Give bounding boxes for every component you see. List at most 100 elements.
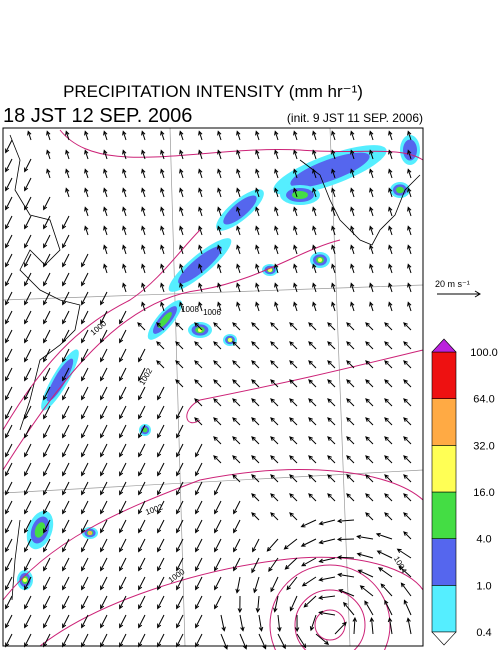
- wind-vector: [122, 168, 127, 179]
- wind-vector: [5, 443, 13, 458]
- wind-vector: [308, 436, 317, 445]
- wind-vector: [289, 493, 298, 502]
- wind-vector: [251, 436, 260, 445]
- wind-vector: [119, 557, 127, 572]
- coast: [11, 519, 21, 601]
- wind-vector: [195, 557, 203, 572]
- wind-vector: [213, 436, 222, 445]
- wind-vector: [119, 348, 127, 363]
- wind-vector: [236, 301, 241, 312]
- wind-vector: [270, 474, 279, 483]
- wind-vector: [160, 282, 165, 293]
- wind-vector: [270, 398, 279, 407]
- wind-vector: [251, 417, 260, 426]
- wind-vector: [312, 149, 317, 160]
- wind-vector: [179, 187, 184, 198]
- wind-vector: [81, 614, 89, 629]
- wind-vector: [84, 225, 89, 236]
- wind-vector: [62, 481, 70, 496]
- wind-vector: [43, 443, 51, 458]
- wind-vector: [103, 149, 108, 160]
- wind-vector: [303, 595, 317, 608]
- wind-vector: [62, 500, 70, 515]
- wind-vector: [141, 187, 146, 198]
- wind-vector: [5, 272, 13, 287]
- wind-vector: [81, 519, 89, 534]
- wind-vector: [62, 557, 70, 572]
- wind-vector: [217, 149, 222, 160]
- wind-vector: [138, 424, 146, 439]
- wind-vector: [198, 168, 203, 179]
- precip-cell: [228, 338, 232, 342]
- wind-vector: [384, 512, 393, 521]
- wind-vector: [308, 341, 317, 350]
- colorbar-bin: [431, 351, 457, 399]
- wind-vector: [293, 130, 298, 141]
- wind-vector: [336, 555, 355, 560]
- wind-vector: [5, 234, 13, 249]
- wind-vector: [62, 519, 70, 534]
- wind-vector: [100, 386, 108, 401]
- wind-vector: [312, 225, 317, 236]
- wind-vector: [270, 322, 279, 331]
- wind-vector: [176, 462, 184, 477]
- wind-vector: [198, 206, 203, 217]
- wind-vector: [294, 614, 300, 633]
- wind-vector: [331, 187, 336, 198]
- wind-vector: [388, 263, 393, 274]
- wind-vector: [318, 595, 336, 600]
- wind-vector: [293, 263, 298, 274]
- wind-vector: [138, 500, 146, 515]
- wind-vector: [81, 367, 89, 382]
- wind-vector: [217, 206, 222, 217]
- wind-vector: [318, 610, 336, 616]
- wind-vector: [407, 225, 412, 236]
- precip-cell: [396, 186, 404, 194]
- wind-vector: [233, 538, 241, 553]
- wind-vector: [376, 550, 393, 559]
- wind-vector: [175, 360, 184, 369]
- wind-vector: [312, 263, 317, 274]
- wind-vector: [213, 341, 222, 350]
- graticule-lines: [2, 127, 424, 647]
- wind-vector: [176, 424, 184, 439]
- wind-vector: [365, 436, 374, 445]
- wind-vector: [346, 322, 355, 331]
- wind-vector: [5, 405, 13, 420]
- wind-vector: [24, 253, 32, 268]
- colorbar-label: 0.4: [476, 627, 491, 639]
- wind-vector: [194, 417, 203, 426]
- wind-vector: [122, 244, 127, 255]
- wind-vector: [138, 367, 146, 382]
- wind-vector: [5, 576, 13, 591]
- precip-cell: [318, 258, 322, 262]
- wind-vector: [141, 244, 146, 255]
- wind-vector: [65, 168, 70, 179]
- wind-vector: [213, 455, 222, 464]
- wind-vector: [236, 282, 241, 293]
- wind-vector: [270, 379, 279, 388]
- wind-vector: [365, 379, 374, 388]
- wind-vector: [369, 263, 374, 274]
- wind-vector: [43, 348, 51, 363]
- wind-vector: [346, 417, 355, 426]
- wind-vector: [273, 595, 279, 613]
- precip-cell: [142, 427, 148, 433]
- wind-vector: [100, 481, 108, 496]
- wind-vector: [274, 149, 279, 160]
- wind-vector: [179, 149, 184, 160]
- wind-vector: [62, 386, 70, 401]
- wind-vector: [24, 234, 32, 249]
- wind-vector: [138, 405, 146, 420]
- wind-vector: [103, 263, 108, 274]
- wind-vector: [81, 310, 89, 325]
- wind-vector: [138, 348, 146, 363]
- wind-vector: [176, 481, 184, 496]
- wind-vector: [81, 405, 89, 420]
- wind-vector: [65, 187, 70, 198]
- wind-scale-arrow: [437, 290, 481, 298]
- wind-vector: [300, 519, 317, 528]
- isobar: [186, 349, 424, 423]
- wind-vector: [293, 301, 298, 312]
- wind-vector: [119, 614, 127, 629]
